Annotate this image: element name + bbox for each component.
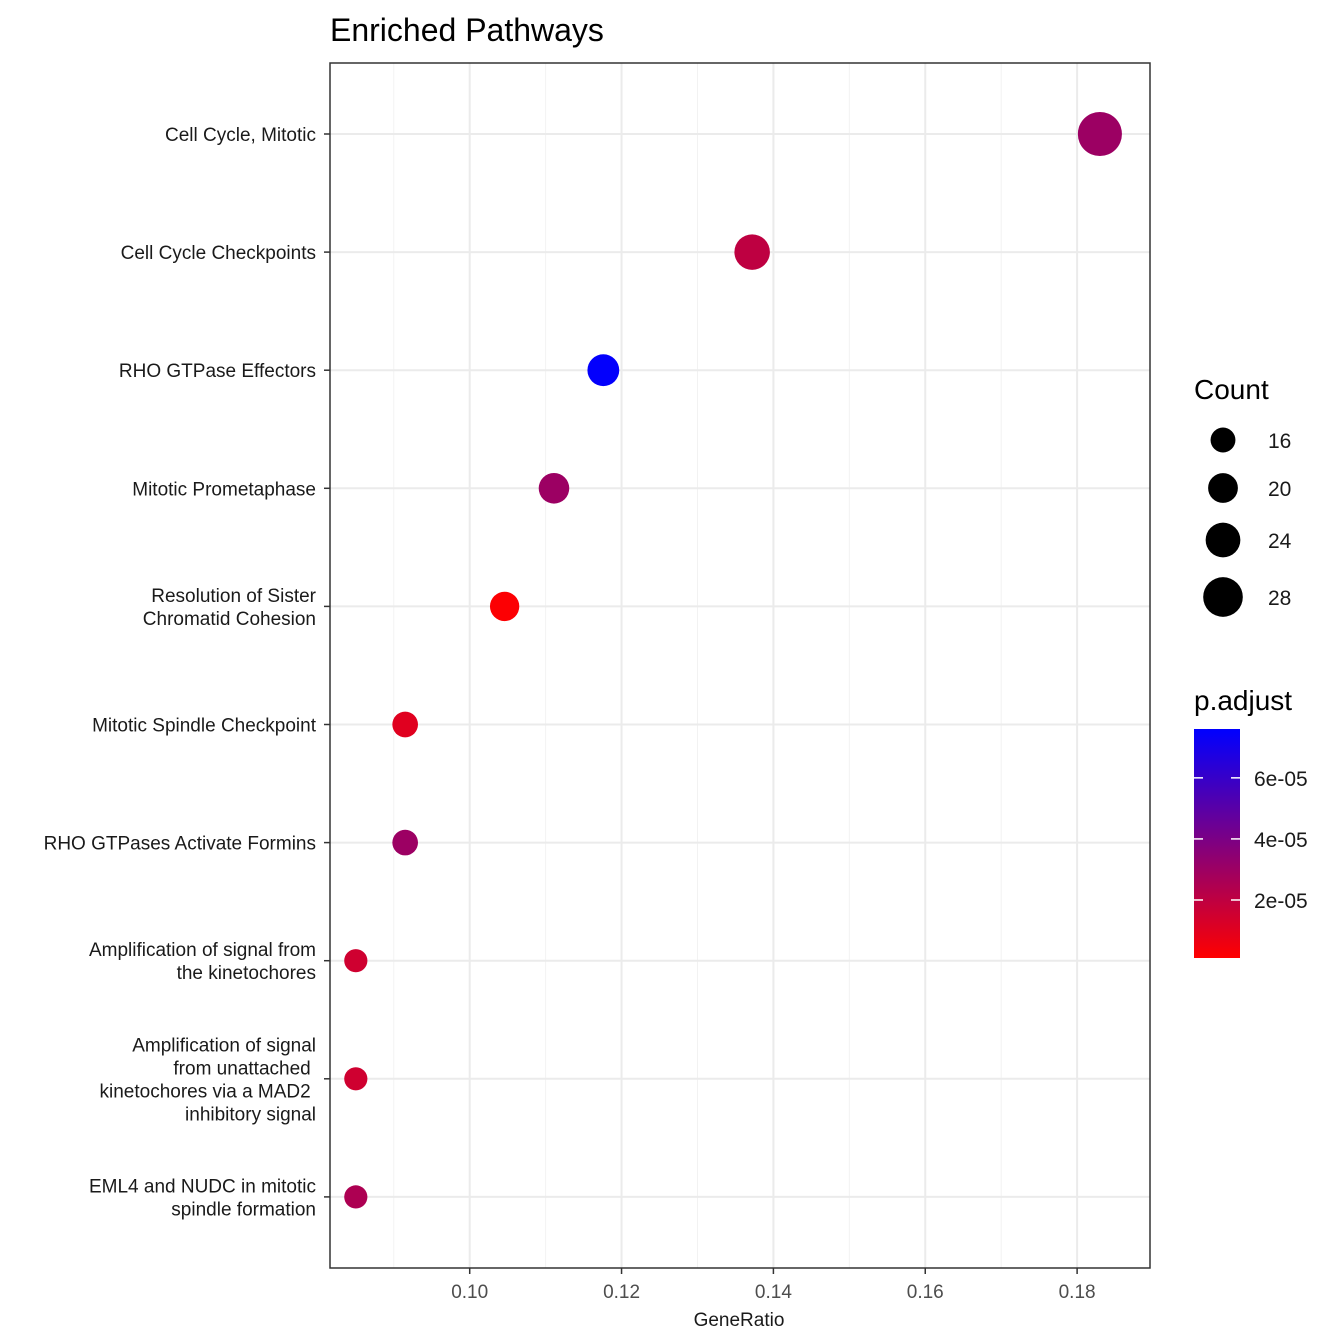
y-tick-label: Cell Cycle Checkpoints (121, 243, 316, 264)
color-legend-bar (1194, 729, 1240, 958)
legend: Count 16 20 24 28 p.adjust 2e-05 4e-05 6e-05 (1194, 374, 1308, 958)
y-tick-label: RHO GTPase Effectors (119, 361, 316, 382)
data-point[interactable] (734, 234, 770, 270)
size-legend-key (1210, 427, 1236, 453)
x-tick-label: 0.18 (1059, 1282, 1096, 1303)
data-point[interactable] (587, 354, 620, 387)
y-tick-label: Amplification of signal from unattached k… (100, 1035, 317, 1125)
data-point[interactable] (344, 949, 368, 973)
data-point[interactable] (344, 1067, 368, 1091)
data-point[interactable] (538, 473, 570, 504)
y-tick-label: Resolution of Sister Chromatid Cohesion (143, 586, 317, 630)
size-legend-key (1208, 473, 1238, 503)
color-legend-title: p.adjust (1194, 685, 1292, 716)
x-tick-label: 0.14 (755, 1282, 792, 1303)
plot-panel (329, 62, 1151, 1269)
data-point[interactable] (1077, 111, 1122, 157)
color-legend-label: 6e-05 (1254, 768, 1308, 791)
x-axis-title: GeneRatio (694, 1310, 785, 1331)
size-legend-label: 16 (1268, 430, 1291, 453)
color-legend-label: 4e-05 (1254, 829, 1308, 852)
data-point[interactable] (489, 591, 520, 622)
panel-border (329, 62, 1151, 1269)
data-point[interactable] (344, 1185, 368, 1209)
y-tick-label: Cell Cycle, Mitotic (165, 125, 316, 146)
y-axis: Cell Cycle, Mitotic Cell Cycle Checkpoint… (44, 125, 330, 1220)
size-legend-key (1205, 522, 1241, 558)
y-tick-label: RHO GTPases Activate Formins (44, 834, 316, 855)
y-tick-label: Mitotic Prometaphase (132, 479, 316, 500)
y-tick-label: EML4 and NUDC in mitotic spindle formatio… (89, 1176, 316, 1220)
y-tick-label: Amplification of signal from the kinetoch… (89, 940, 316, 984)
size-legend-label: 28 (1268, 587, 1291, 610)
color-legend-label: 2e-05 (1254, 890, 1308, 913)
x-axis: 0.10 0.12 0.14 0.16 0.18 (451, 1268, 1096, 1303)
x-tick-label: 0.12 (603, 1282, 640, 1303)
size-legend-label: 20 (1268, 478, 1291, 501)
x-tick-label: 0.16 (907, 1282, 944, 1303)
data-point[interactable] (392, 711, 418, 738)
size-legend-label: 24 (1268, 530, 1292, 553)
chart-title: Enriched Pathways (330, 12, 604, 48)
size-legend-title: Count (1194, 374, 1269, 405)
size-legend-key (1203, 577, 1243, 617)
y-tick-label: Mitotic Spindle Checkpoint (92, 716, 317, 737)
data-point[interactable] (392, 829, 418, 856)
x-tick-label: 0.10 (451, 1282, 488, 1303)
